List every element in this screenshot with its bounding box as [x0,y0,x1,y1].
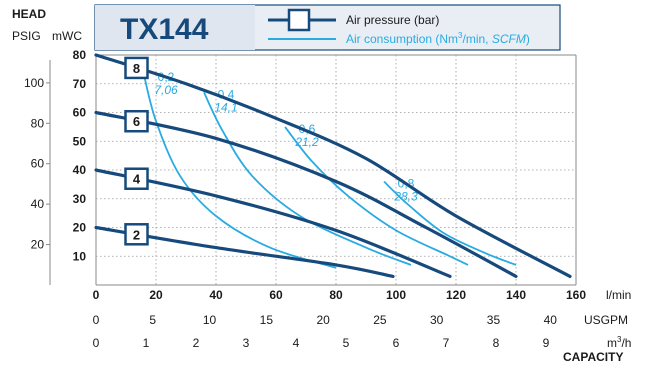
usgpm-tick-label: 5 [149,313,156,327]
y-tick-label-psig: 60 [31,157,45,171]
m3h-unit: m3/h [607,335,631,350]
y-tick-label-mwc: 80 [73,48,87,62]
pressure-marker-6bar [124,109,149,133]
usgpm-tick-label: 20 [316,313,330,327]
consumption-curve-2 [203,92,412,266]
x-tick-label: 120 [446,288,466,302]
m3h-tick-label: 9 [543,336,550,350]
x-tick-label: 60 [269,288,283,302]
consumption-label-scfm: 7,06 [154,83,178,97]
usgpm-tick-label: 25 [373,313,387,327]
consumption-curve-4 [383,180,517,266]
pressure-marker-8bar [124,56,149,80]
usgpm-unit: USGPM [584,313,628,327]
usgpm-tick-label: 15 [260,313,274,327]
pressure-curve-6bar [94,110,518,278]
y-tick-label-mwc: 20 [73,221,87,235]
m3h-tick-label: 2 [193,336,200,350]
m3h-tick-label: 8 [493,336,500,350]
pressure-label-2bar: 2 [133,227,140,242]
x-tick-label: 20 [149,288,163,302]
pressure-marker-2bar [124,223,149,246]
y-tick-label-psig: 40 [31,197,45,211]
consumption-label-scfm: 21,2 [294,135,319,149]
y-tick-label-mwc: 70 [73,77,87,91]
usgpm-tick-label: 10 [203,313,217,327]
legend-pressure-marker [287,8,311,32]
pressure-label-6bar: 6 [133,114,140,129]
head-label: HEAD [12,7,46,21]
y-tick-label-mwc: 60 [73,106,87,120]
m3h-tick-label: 4 [293,336,300,350]
x-tick-label: 40 [209,288,223,302]
x-tick-label: 100 [386,288,406,302]
usgpm-tick-label: 30 [430,313,444,327]
m3h-tick-label: 3 [243,336,250,350]
y-tick-label-psig: 100 [24,76,44,90]
m3h-tick-label: 0 [93,336,100,350]
pressure-curve-8bar [94,53,572,278]
psig-label: PSIG [12,29,41,43]
model-panel [95,5,255,50]
usgpm-tick-label: 0 [93,313,100,327]
y-tick-label-psig: 20 [31,238,45,252]
x-tick-label: 140 [506,288,526,302]
consumption-curves: 0,27,06 0,414,10,621,20,828,3 [143,70,517,269]
m3h-tick-label: 1 [143,336,150,350]
pressure-marker-4bar [124,167,149,190]
mwc-label: mWC [52,29,82,43]
consumption-curve-1 [143,74,337,269]
y-tick-label-psig: 80 [31,116,45,130]
usgpm-tick-label: 35 [487,313,501,327]
legend-consumption-text: Air consumption (Nm3/min, SCFM) [346,31,530,46]
pressure-label-8bar: 8 [133,61,140,76]
consumption-curve-3 [284,126,469,266]
m3h-tick-label: 6 [393,336,400,350]
pressure-curves: 8 6 4 2 [94,53,572,278]
x-tick-label: 0 [93,288,100,302]
consumption-label-scfm: 14,1 [214,100,237,114]
capacity-label: CAPACITY [563,350,623,364]
x-tick-label: 160 [566,288,586,302]
usgpm-tick-label: 40 [544,313,558,327]
lmin-unit: l/min [606,288,631,302]
y-tick-label-mwc: 10 [73,249,87,263]
m3h-tick-label: 5 [343,336,350,350]
m3h-tick-label: 7 [443,336,450,350]
y-tick-label-mwc: 50 [73,134,87,148]
y-tick-label-mwc: 30 [73,192,87,206]
pressure-label-4bar: 4 [133,172,141,187]
tick-labels: 0 20 40 60 80 100 120 140 1601020304050607080204… [24,48,586,350]
y-tick-label-mwc: 40 [73,163,87,177]
model-title: TX144 [120,13,209,46]
consumption-label-scfm: 28,3 [393,190,418,204]
x-tick-label: 80 [329,288,343,302]
legend-pressure-text: Air pressure (bar) [346,13,439,27]
